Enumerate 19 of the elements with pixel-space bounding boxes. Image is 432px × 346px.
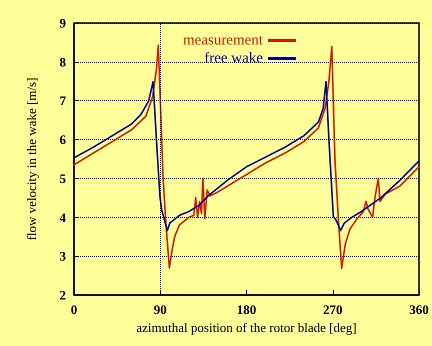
line-series [73, 44, 420, 269]
x-tick-label: 0 [70, 302, 78, 317]
y-tick-label: 8 [60, 54, 66, 70]
y-axis-title: flow velocity in the wake [m/s] [24, 78, 39, 240]
y-tick-label: 4 [60, 210, 66, 225]
y-tick-label: 6 [60, 132, 66, 148]
y-tick-label: 7 [60, 93, 66, 108]
x-tick-label: 270 [323, 302, 342, 317]
y-tick-label: 2 [60, 288, 66, 302]
y-tick-label: 5 [60, 170, 66, 186]
x-tick-label: 180 [236, 302, 256, 317]
y-tick-label: 3 [60, 248, 66, 264]
legend-label: measurement [182, 32, 264, 48]
x-tick-label: 90 [154, 302, 167, 317]
line-series [73, 80, 420, 232]
y-tick-label: 9 [60, 16, 66, 30]
legend-label: free wake [204, 50, 264, 66]
x-tick-label: 360 [409, 302, 429, 317]
x-axis-title: azimuthal position of the rotor blade [deg] [136, 320, 357, 335]
